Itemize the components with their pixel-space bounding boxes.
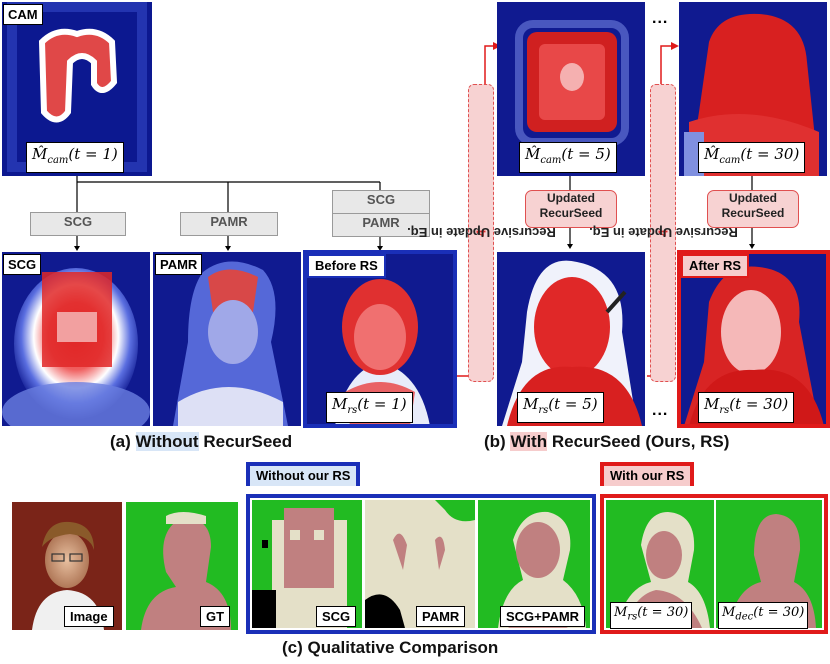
pamr-label: PAMR <box>155 254 203 275</box>
scg-box: SCG <box>30 212 126 236</box>
recursive-update-box-1: Recursive Update in Eq. 4 <box>407 84 555 382</box>
t5-connector <box>567 176 573 249</box>
cam-t30-label: M̂cam(t = 30) <box>698 142 806 173</box>
m-dec-t30-mask-label: Mdec(t = 30) <box>718 602 809 629</box>
after-rs-label: After RS <box>681 254 750 278</box>
pamr-mask-label: PAMR <box>416 606 466 627</box>
cam-label: CAM <box>3 4 43 25</box>
ellipsis-top: ... <box>652 10 669 27</box>
gt-label: GT <box>200 606 231 627</box>
before-rs-frame <box>303 250 457 428</box>
t30-connector <box>749 176 755 249</box>
caption-a: (a) Without RecurSeed <box>110 432 293 451</box>
after-rs-frame <box>677 250 830 428</box>
image-label: Image <box>64 606 114 627</box>
scg-heatmap <box>2 252 150 426</box>
pamr-heatmap <box>153 252 301 426</box>
scg-mask <box>252 500 362 628</box>
with-rs-label: With our RS <box>600 462 695 486</box>
m-rs-t30-mask-label: Mrs(t = 30) <box>610 602 693 629</box>
m-rs-t1-label: Mrs(t = 1) <box>326 392 413 423</box>
without-rs-frame <box>246 494 596 634</box>
ellipsis-bottom: ... <box>652 402 669 419</box>
tree-connector <box>74 176 383 251</box>
scg-pamr-mask-label: SCG+PAMR <box>500 606 586 627</box>
caption-c: (c) Qualitative Comparison <box>282 638 499 657</box>
before-rs-label: Before RS <box>307 254 386 278</box>
scg-stack-box: SCG <box>332 190 430 214</box>
scg-label: SCG <box>3 254 42 275</box>
scg-mask-label: SCG <box>316 606 357 627</box>
updated-recurseed-box-1: Updated RecurSeed <box>525 190 617 228</box>
m-rs-t5-label: Mrs(t = 5) <box>517 392 604 423</box>
pamr-box: PAMR <box>180 212 278 236</box>
updated-recurseed-box-2: Updated RecurSeed <box>707 190 799 228</box>
pamr-stack-box: PAMR <box>332 213 430 237</box>
without-rs-label: Without our RS <box>246 462 361 486</box>
caption-b: (b) With RecurSeed (Ours, RS) <box>484 432 730 451</box>
m-rs-t30-label: Mrs(t = 30) <box>698 392 795 423</box>
scg-pamr-mask <box>478 500 590 628</box>
cam-t1-label: M̂cam(t = 1) <box>26 142 124 173</box>
cam-t5-label: M̂cam(t = 5) <box>519 142 617 173</box>
m-rs-t30-mask <box>606 500 714 628</box>
recursive-update-box-2: Recursive Update in Eq. 4 <box>589 84 737 382</box>
with-rs-frame <box>600 494 828 634</box>
